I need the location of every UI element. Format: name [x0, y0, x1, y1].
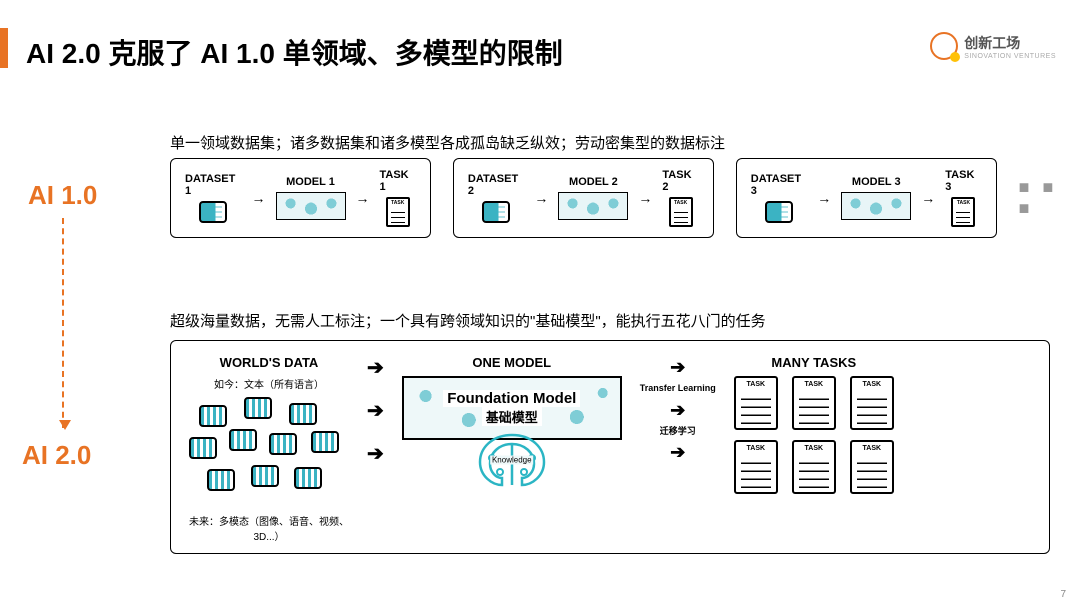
task-label: TASK 3 [945, 169, 981, 193]
subtitle-present: 如今：文本（所有语言） [214, 376, 324, 391]
subtitle-future: 未来：多模态（图像、语音、视频、3D...） [189, 513, 349, 543]
arrow-icon: ➔ [367, 441, 384, 466]
task-icon [792, 376, 836, 430]
task-label: TASK 2 [662, 169, 698, 193]
database-icon [294, 467, 322, 489]
arrow-icon: → [356, 190, 370, 206]
ai1-pipelines-row: DATASET 1 → MODEL 1 → TASK 1 DATASET 2 →… [170, 158, 1080, 238]
database-icon [199, 405, 227, 427]
section-title: MANY TASKS [771, 355, 856, 370]
database-icon [207, 469, 235, 491]
logo-icon [930, 32, 958, 60]
model-label: MODEL 1 [286, 176, 335, 188]
description-ai2: 超级海量数据，无需人工标注；一个具有跨领域知识的"基础模型"，能执行五花八门的任… [170, 310, 766, 331]
pipeline-2: DATASET 2 → MODEL 2 → TASK 2 [453, 158, 714, 238]
dataset-label: DATASET 2 [468, 173, 525, 197]
arrow-icon: ➔ [670, 357, 685, 378]
section-title: ONE MODEL [472, 355, 551, 370]
task-icon [734, 376, 778, 430]
label-ai2: AI 2.0 [22, 440, 91, 471]
fm-title-zh: 基础模型 [482, 407, 542, 426]
task-icon [850, 376, 894, 430]
data-cluster [189, 397, 349, 507]
task-icon [734, 440, 778, 494]
logo: 创新工场 SINOVATION VENTURES [930, 32, 1056, 60]
logo-subtext: SINOVATION VENTURES [964, 53, 1056, 60]
task-icon [669, 197, 693, 227]
transfer-learning-zh: 迁移学习 [660, 427, 696, 437]
dataset-label: DATASET 1 [185, 173, 242, 197]
ellipsis: ■ ■ ■ [1019, 177, 1080, 219]
database-icon [199, 201, 227, 223]
database-icon [269, 433, 297, 455]
model-icon [276, 192, 346, 220]
arrow-icon: ➔ [670, 442, 685, 463]
database-icon [189, 437, 217, 459]
database-icon [251, 465, 279, 487]
dataset-label: DATASET 3 [751, 173, 808, 197]
model-icon [558, 192, 628, 220]
fm-title-en: Foundation Model [443, 390, 580, 407]
progression-arrow [62, 218, 64, 428]
task-icon [951, 197, 975, 227]
database-icon [229, 429, 257, 451]
arrows-to-tasks: ➔ Transfer Learning ➔ 迁移学习 ➔ [640, 355, 716, 465]
task-icon [386, 197, 410, 227]
database-icon [289, 403, 317, 425]
transfer-learning-en: Transfer Learning [640, 384, 716, 394]
page-title: AI 2.0 克服了 AI 1.0 单领域、多模型的限制 [26, 32, 563, 72]
ai2-pipeline-row: WORLD'S DATA 如今：文本（所有语言） 未来：多模态（图像、语音、视频… [170, 340, 1050, 554]
database-icon [311, 431, 339, 453]
arrow-icon: → [921, 190, 935, 206]
task-icon [792, 440, 836, 494]
brain-icon: Knowledge [472, 430, 552, 490]
arrow-icon: → [638, 190, 652, 206]
arrow-icon: → [252, 190, 266, 206]
model-icon [841, 192, 911, 220]
model-label: MODEL 3 [852, 176, 901, 188]
arrow-icon: → [817, 190, 831, 206]
pipeline-1: DATASET 1 → MODEL 1 → TASK 1 [170, 158, 431, 238]
accent-bar [0, 28, 8, 68]
page-number: 7 [1060, 589, 1066, 600]
arrows-to-model: ➔ ➔ ➔ [367, 355, 384, 465]
task-label: TASK 1 [380, 169, 416, 193]
label-ai1: AI 1.0 [28, 180, 97, 211]
database-icon [482, 201, 510, 223]
knowledge-label: Knowledge [490, 456, 534, 465]
arrow-icon: ➔ [670, 400, 685, 421]
tasks-grid [734, 376, 894, 494]
arrow-icon: ➔ [367, 355, 384, 380]
many-tasks-section: MANY TASKS [734, 355, 894, 494]
arrow-icon: ➔ [367, 398, 384, 423]
section-title: WORLD'S DATA [220, 355, 319, 370]
worlds-data-section: WORLD'S DATA 如今：文本（所有语言） 未来：多模态（图像、语音、视频… [189, 355, 349, 543]
database-icon [244, 397, 272, 419]
one-model-section: ONE MODEL Foundation Model 基础模型 Knowledg… [402, 355, 622, 490]
pipeline-3: DATASET 3 → MODEL 3 → TASK 3 [736, 158, 997, 238]
task-icon [850, 440, 894, 494]
database-icon [765, 201, 793, 223]
arrow-icon: → [534, 190, 548, 206]
logo-text: 创新工场 [964, 33, 1056, 53]
model-label: MODEL 2 [569, 176, 618, 188]
description-ai1: 单一领域数据集；诸多数据集和诸多模型各成孤岛缺乏纵效；劳动密集型的数据标注 [170, 132, 725, 153]
